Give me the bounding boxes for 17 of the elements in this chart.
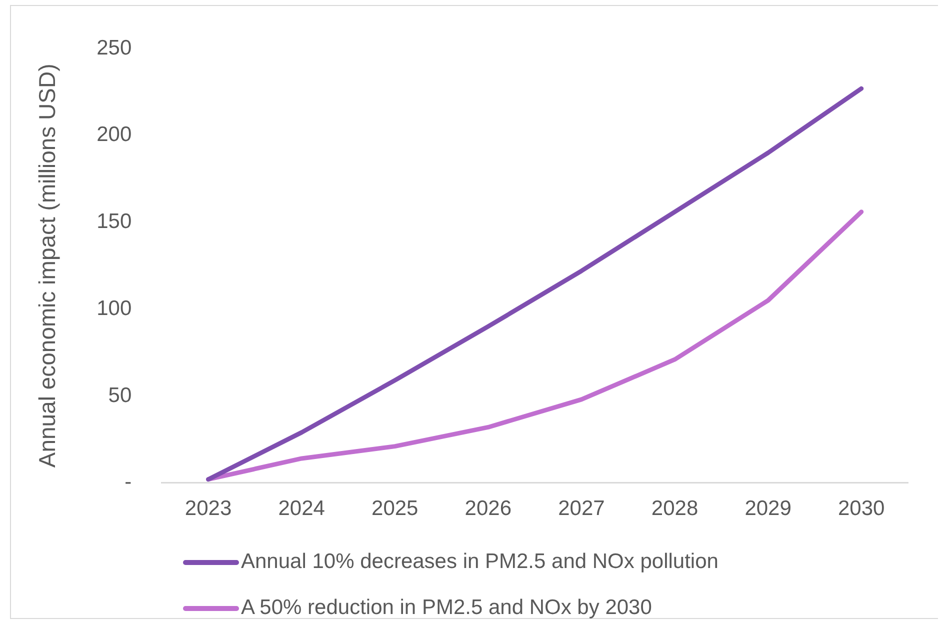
y-tick-label: 150	[96, 210, 132, 234]
y-tick-label: 200	[96, 123, 132, 146]
y-axis-title: Annual economic impact (millions USD)	[34, 64, 60, 468]
y-tick-label: 250	[96, 36, 132, 60]
x-tick-label: 2023	[184, 497, 232, 520]
x-tick-label: 2027	[558, 497, 605, 520]
x-tick-label: 2029	[744, 497, 792, 520]
legend-label: A 50% reduction in PM2.5 and NOx by 2030	[241, 596, 652, 620]
y-tick-label: 50	[108, 384, 132, 407]
y-tick-label: 100	[96, 296, 132, 320]
x-tick-label: 2025	[372, 497, 418, 520]
x-tick-label: 2026	[464, 497, 512, 520]
x-tick-label: 2030	[838, 497, 885, 520]
x-tick-label: 2028	[651, 497, 698, 520]
legend-label: Annual 10% decreases in PM2.5 and NOx pollution	[241, 550, 718, 574]
x-tick-label: 2024	[278, 497, 326, 520]
y-tick-label: -	[124, 470, 132, 494]
